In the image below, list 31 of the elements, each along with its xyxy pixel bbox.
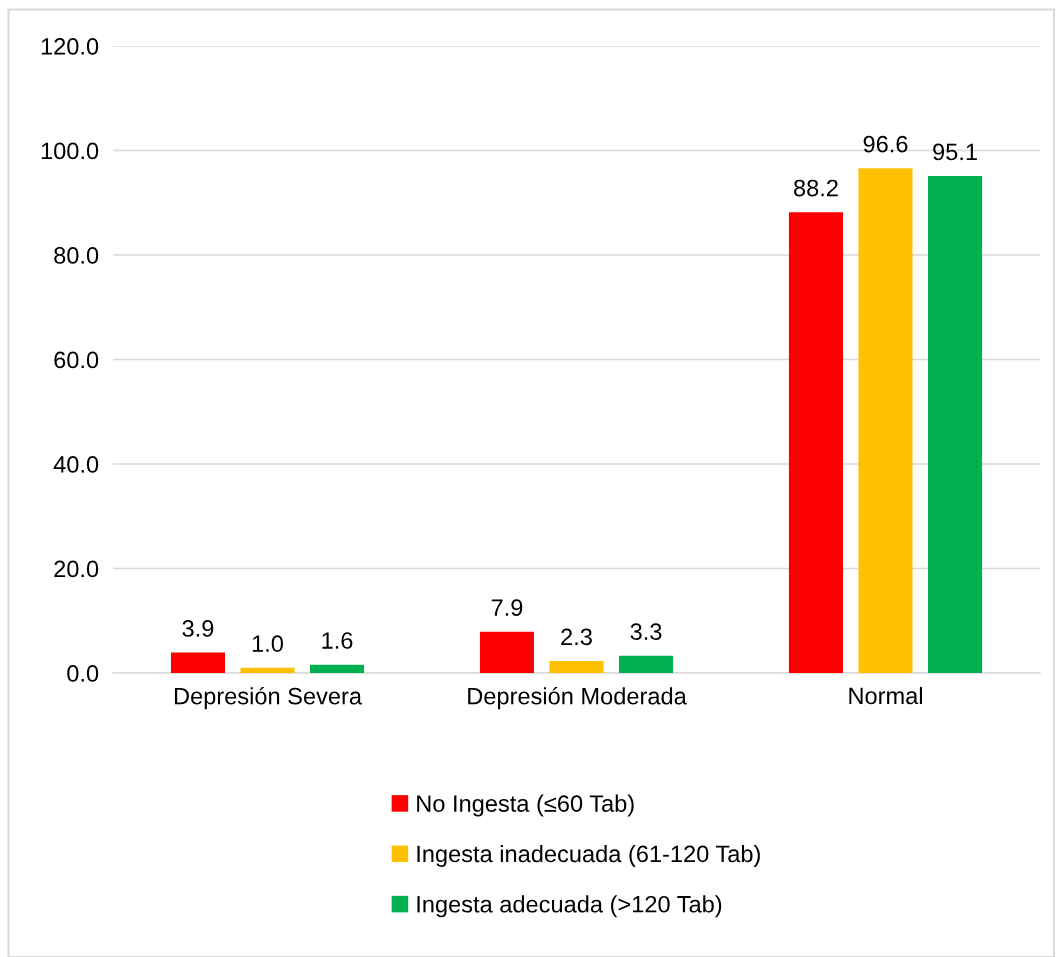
bar: [240, 667, 295, 673]
y-tick-label: 40.0: [53, 456, 99, 473]
data-label: 1.0: [252, 635, 283, 652]
y-tick-label: 20.0: [54, 560, 99, 578]
legend-label: No Ingesta (≤60 Tab): [417, 794, 634, 817]
x-tick-label: Depresión Moderada: [468, 686, 687, 710]
bar: [788, 212, 844, 673]
y-tick-label: 120.0: [41, 38, 99, 55]
y-tick-label: 60.0: [54, 351, 99, 369]
data-label: 7.9: [491, 599, 523, 616]
data-label: 95.1: [933, 143, 977, 161]
data-label: 88.2: [794, 179, 838, 197]
x-tick-label: Depresión Severa: [174, 686, 362, 710]
bar: [309, 664, 365, 673]
bar: [549, 660, 604, 673]
bar: [479, 631, 535, 673]
y-tick-label: 80.0: [54, 247, 99, 264]
legend-label: Ingesta adecuada (>120 Tab): [417, 895, 722, 918]
x-tick-label: Normal: [849, 686, 922, 705]
legend-label: Ingesta inadecuada (61-120 Tab): [417, 844, 760, 867]
bar: [858, 168, 913, 673]
bar: [170, 652, 226, 673]
bar: [618, 655, 674, 673]
data-label: 2.3: [561, 628, 592, 646]
y-tick-label: 100.0: [41, 142, 99, 160]
bar: [927, 176, 983, 673]
data-label: 3.3: [630, 623, 662, 640]
data-label: 96.6: [863, 135, 908, 153]
data-label: 1.6: [322, 632, 353, 649]
y-tick-label: 0.0: [67, 665, 99, 682]
data-label: 3.9: [182, 620, 214, 637]
